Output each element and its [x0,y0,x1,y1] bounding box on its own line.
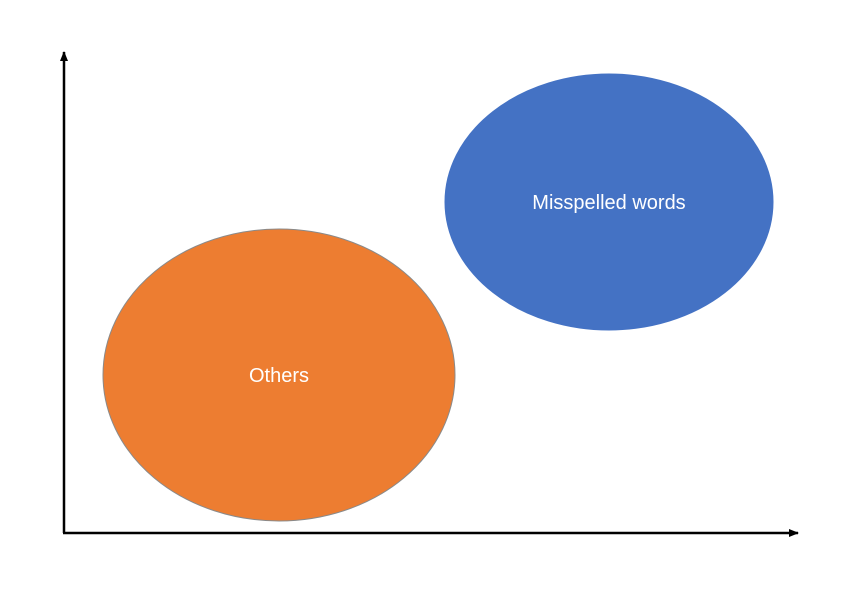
misspelled-words-ellipse [444,73,774,331]
misspelled-words-label: Misspelled words [532,192,685,214]
others-cluster: Others [102,228,456,522]
others-ellipse [102,228,456,522]
others-label: Others [249,365,309,387]
misspelled-words-cluster: Misspelled words [444,73,774,331]
